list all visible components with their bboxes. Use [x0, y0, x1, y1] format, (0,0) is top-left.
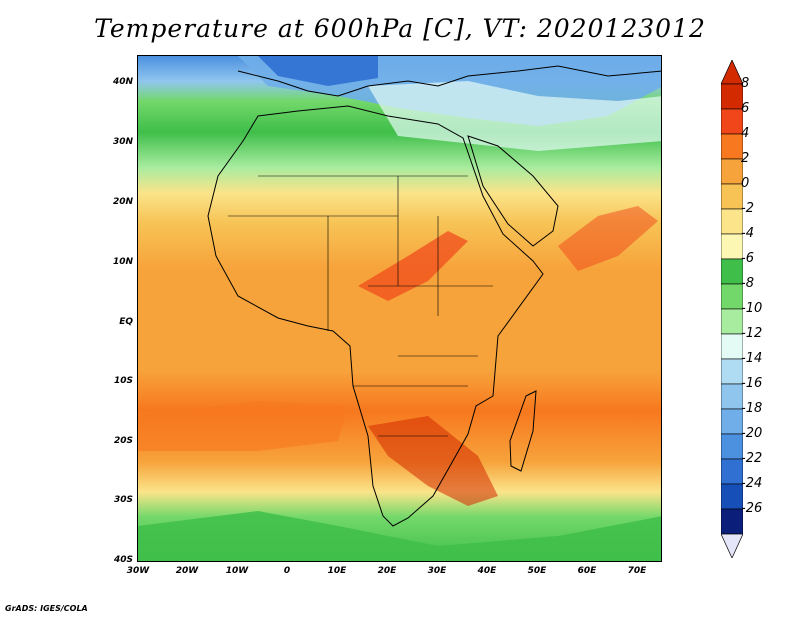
- colorbar-swatch: [721, 508, 743, 535]
- lon-label-70e: 70E: [627, 566, 647, 576]
- colorbar-label: -26: [741, 501, 763, 516]
- map-title: Temperature at 600hPa [C], VT: 202012301…: [94, 14, 706, 43]
- madagascar-coastline: [509, 390, 537, 472]
- lat-label-eq: EQ: [119, 317, 133, 327]
- colorbar-swatch: [721, 183, 743, 210]
- lat-label-10s: 10S: [113, 376, 133, 386]
- colorbar-swatch: [721, 383, 743, 410]
- lon-label-40e: 40E: [477, 566, 497, 576]
- colorbar-label: 6: [741, 101, 750, 116]
- colorbar-top-arrow: [721, 60, 743, 85]
- colorbar-label: 2: [741, 151, 750, 166]
- lon-label-10e: 10E: [327, 566, 347, 576]
- africa-coastline: [207, 105, 544, 527]
- warm-region-east-africa: [558, 206, 658, 271]
- colorbar-label: -20: [741, 426, 763, 441]
- colorbar-label: -16: [741, 376, 763, 391]
- colorbar-swatch: [721, 158, 743, 185]
- colorbar-swatch: [721, 308, 743, 335]
- colorbar-swatch: [721, 358, 743, 385]
- colorbar-label: -24: [741, 476, 763, 491]
- colorbar-swatch: [721, 483, 743, 510]
- lat-label-30s: 30S: [113, 495, 133, 505]
- colorbar-label: -6: [741, 251, 754, 266]
- arabian-peninsula-coastline: [467, 135, 559, 247]
- colorbar-swatch: [721, 433, 743, 460]
- colorbar-label: 8: [741, 76, 750, 91]
- lon-label-30e: 30E: [427, 566, 447, 576]
- lat-label-40s: 40S: [113, 555, 133, 565]
- lat-label-20n: 20N: [112, 197, 133, 207]
- lat-label-10n: 10N: [112, 257, 133, 267]
- colorbar-label: -12: [741, 326, 763, 341]
- temperature-map: [137, 55, 662, 562]
- grads-credit: GrADS: IGES/COLA: [5, 604, 88, 613]
- colorbar-swatch: [721, 133, 743, 160]
- lon-label-30w: 30W: [126, 566, 150, 576]
- cold-region-core: [258, 56, 378, 86]
- lon-label-0: 0: [283, 566, 291, 576]
- colorbar-swatch: [721, 408, 743, 435]
- colorbar-label: -18: [741, 401, 763, 416]
- colorbar-label: -2: [741, 201, 754, 216]
- europe-coastline: [237, 65, 661, 97]
- colorbar-swatch: [721, 283, 743, 310]
- colorbar-label: 4: [741, 126, 750, 141]
- colorbar-swatch: [721, 333, 743, 360]
- lon-label-20w: 20W: [175, 566, 199, 576]
- warm-region-sahel: [358, 231, 468, 301]
- lon-label-50e: 50E: [527, 566, 547, 576]
- colorbar-label: -14: [741, 351, 763, 366]
- colorbar-label: -22: [741, 451, 763, 466]
- country-borders: [228, 175, 493, 437]
- lat-label-30n: 30N: [112, 137, 133, 147]
- colorbar-swatch: [721, 258, 743, 285]
- colorbar-label: -10: [741, 301, 763, 316]
- warm-band-south-atlantic: [138, 401, 348, 451]
- cool-band-north: [368, 81, 661, 151]
- colorbar-swatch: [721, 233, 743, 260]
- colorbar-swatch: [721, 83, 743, 110]
- lon-label-20e: 20E: [377, 566, 397, 576]
- colorbar-swatch: [721, 458, 743, 485]
- colorbar-label: -8: [741, 276, 754, 291]
- colorbar-bottom-arrow: [721, 533, 743, 558]
- lon-label-10w: 10W: [225, 566, 249, 576]
- lon-label-60e: 60E: [577, 566, 597, 576]
- colorbar: [721, 60, 743, 558]
- colorbar-swatch: [721, 108, 743, 135]
- colorbar-swatch: [721, 208, 743, 235]
- lat-label-40n: 40N: [112, 77, 133, 87]
- colorbar-label: -4: [741, 226, 754, 241]
- lat-label-20s: 20S: [113, 436, 133, 446]
- colorbar-label: 0: [741, 176, 750, 191]
- cool-region-south: [138, 511, 661, 561]
- warm-region-southern-africa: [368, 416, 498, 506]
